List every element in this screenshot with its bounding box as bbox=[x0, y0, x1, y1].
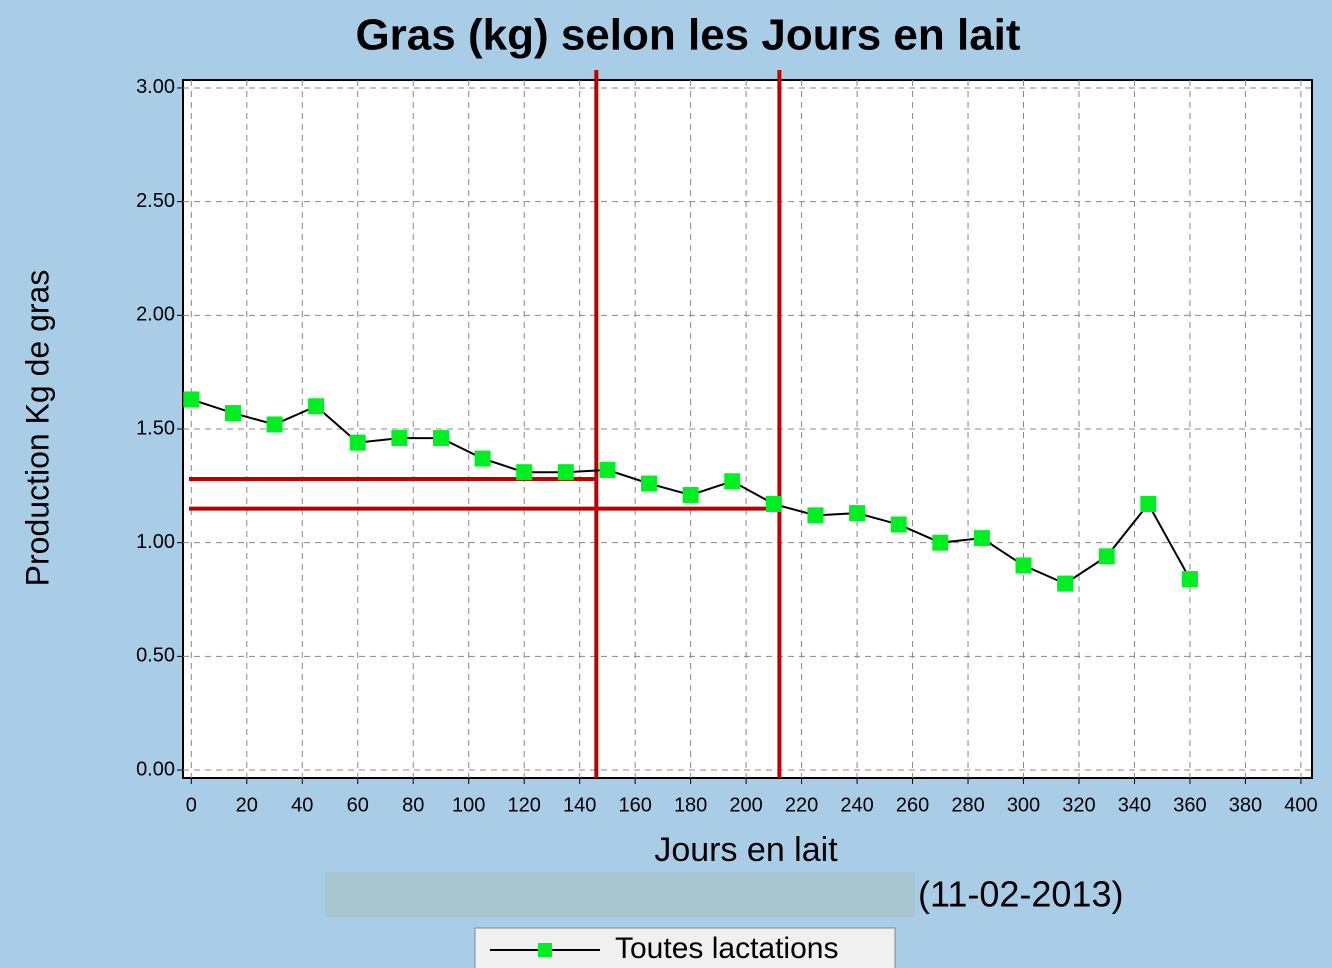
data-point bbox=[849, 505, 866, 522]
y-tick-label: 1.50 bbox=[136, 417, 175, 439]
y-tick-label: 0.00 bbox=[136, 758, 175, 780]
chart-title: Gras (kg) selon les Jours en lait bbox=[355, 11, 1020, 60]
x-tick-label: 240 bbox=[840, 794, 873, 816]
data-point bbox=[516, 464, 533, 481]
data-point bbox=[807, 507, 824, 524]
y-tick-label: 3.00 bbox=[136, 76, 175, 98]
data-point bbox=[1015, 557, 1032, 574]
data-point bbox=[765, 496, 782, 513]
x-tick-label: 60 bbox=[347, 794, 369, 816]
x-tick-label: 20 bbox=[236, 794, 258, 816]
x-tick-label: 220 bbox=[785, 794, 818, 816]
x-tick-label: 40 bbox=[291, 794, 313, 816]
data-point bbox=[557, 464, 574, 481]
x-tick-label: 340 bbox=[1118, 794, 1151, 816]
redacted-box bbox=[325, 872, 915, 917]
data-point bbox=[266, 416, 283, 433]
data-point bbox=[1098, 548, 1115, 565]
x-tick-label: 80 bbox=[402, 794, 424, 816]
data-point bbox=[1140, 496, 1157, 513]
data-point bbox=[973, 530, 990, 547]
x-tick-label: 140 bbox=[563, 794, 596, 816]
subtitle: (11-02-2013) bbox=[918, 874, 1123, 915]
data-point bbox=[474, 450, 491, 467]
x-tick-label: 380 bbox=[1229, 794, 1262, 816]
x-tick-label: 320 bbox=[1062, 794, 1095, 816]
x-tick-label: 280 bbox=[951, 794, 984, 816]
x-tick-label: 160 bbox=[618, 794, 651, 816]
y-tick-label: 2.50 bbox=[136, 190, 175, 212]
data-point bbox=[308, 398, 325, 415]
x-tick-label: 120 bbox=[508, 794, 541, 816]
data-point bbox=[682, 486, 699, 503]
x-tick-label: 0 bbox=[186, 794, 197, 816]
data-point bbox=[1181, 571, 1198, 588]
data-point bbox=[724, 473, 741, 490]
x-tick-label: 360 bbox=[1173, 794, 1206, 816]
data-point bbox=[1057, 575, 1074, 592]
x-tick-label: 180 bbox=[674, 794, 707, 816]
data-point bbox=[599, 461, 616, 478]
data-point bbox=[224, 405, 241, 422]
data-point bbox=[349, 434, 366, 451]
x-tick-label: 200 bbox=[729, 794, 762, 816]
y-axis-label: Production Kg de gras bbox=[19, 270, 55, 587]
x-tick-label: 100 bbox=[452, 794, 485, 816]
x-tick-label: 300 bbox=[1007, 794, 1040, 816]
data-point bbox=[932, 534, 949, 551]
y-tick-label: 1.00 bbox=[136, 531, 175, 553]
data-point bbox=[890, 516, 907, 533]
data-point bbox=[432, 430, 449, 447]
y-tick-label: 2.00 bbox=[136, 304, 175, 326]
y-tick-label: 0.50 bbox=[136, 645, 175, 667]
legend-label: Toutes lactations bbox=[615, 932, 838, 965]
x-tick-label: 400 bbox=[1284, 794, 1317, 816]
legend-swatch bbox=[538, 943, 552, 957]
data-point bbox=[391, 430, 408, 447]
x-axis-label: Jours en lait bbox=[654, 831, 838, 869]
data-point bbox=[641, 475, 658, 492]
x-tick-label: 260 bbox=[896, 794, 929, 816]
data-point bbox=[183, 391, 200, 408]
